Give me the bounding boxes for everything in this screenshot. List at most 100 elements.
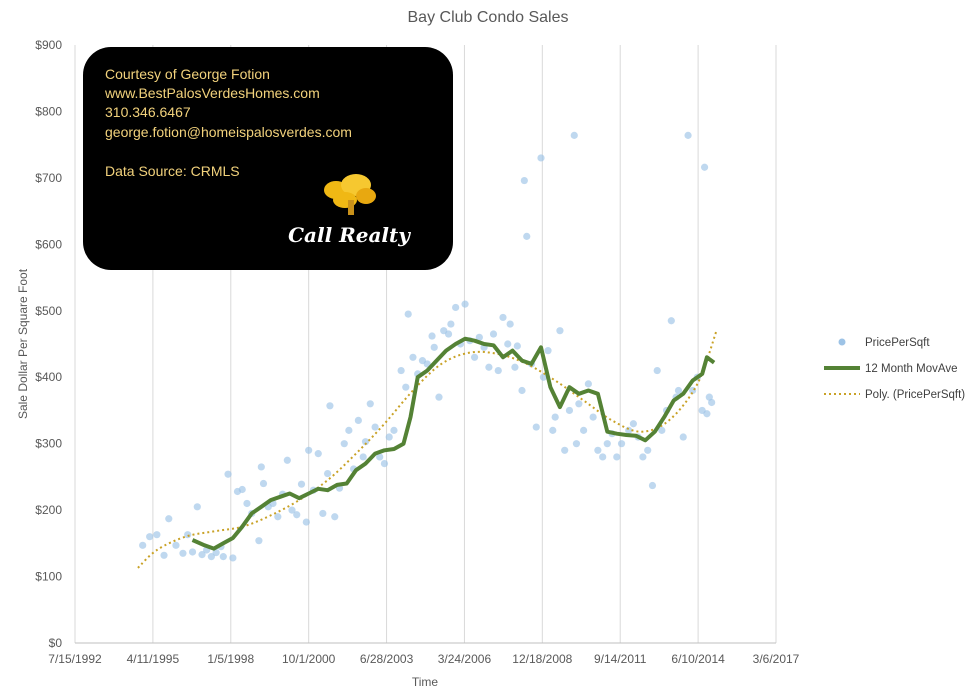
- scatter-point: [565, 406, 574, 415]
- scatter-point: [589, 413, 597, 421]
- scatter-point: [297, 480, 306, 488]
- x-axis-ticks: 7/15/1992 4/11/1995 1/5/1998 10/1/2000 6/28/…: [48, 652, 799, 666]
- scatter-point: [212, 549, 220, 557]
- info-card-line-3: 310.346.6467: [105, 104, 191, 120]
- scatter-point: [385, 433, 393, 441]
- scatter-point: [523, 232, 531, 240]
- scatter-point: [326, 402, 334, 410]
- x-tick-label: 3/24/2006: [438, 652, 492, 666]
- scatter-point: [172, 541, 180, 549]
- scatter-point: [165, 515, 173, 523]
- scatter-point: [511, 363, 519, 371]
- tree-icon: [324, 174, 376, 215]
- info-card-line-6: Data Source: CRMLS: [105, 163, 240, 179]
- scatter-point: [428, 332, 436, 340]
- scatter-point: [345, 426, 353, 434]
- scatter-point: [551, 413, 559, 421]
- scatter-point: [219, 553, 227, 561]
- info-card-line-4: george.fotion@homeispalosverdes.com: [105, 124, 352, 140]
- scatter-point: [179, 549, 187, 557]
- x-tick-label: 3/6/2017: [753, 652, 800, 666]
- scatter-point: [613, 453, 621, 461]
- y-tick-label: $700: [35, 171, 62, 185]
- scatter-point: [674, 386, 683, 395]
- scatter-point: [423, 360, 431, 368]
- legend-label-poly: Poly. (PricePerSqft): [865, 389, 965, 401]
- scatter-point: [274, 513, 282, 521]
- scatter-point: [679, 433, 687, 441]
- scatter-point: [444, 330, 453, 338]
- y-tick-label: $400: [35, 370, 62, 384]
- scatter-point: [257, 463, 265, 471]
- legend-label-movave: 12 Month MovAve: [865, 363, 957, 375]
- scatter-point: [376, 453, 384, 461]
- scatter-point: [380, 460, 389, 468]
- scatter-point: [354, 416, 362, 425]
- scatter-point: [603, 440, 611, 448]
- scatter-point: [139, 541, 147, 549]
- info-card-line-2: www.BestPalosVerdesHomes.com: [104, 85, 320, 101]
- scatter-point: [146, 533, 154, 541]
- scatter-point: [629, 420, 637, 428]
- scatter-point: [639, 453, 647, 461]
- scatter-point: [506, 320, 514, 328]
- scatter-point: [708, 398, 716, 407]
- scatter-point: [489, 330, 498, 338]
- scatter-point: [153, 531, 161, 539]
- scatter-point: [288, 506, 296, 514]
- y-tick-label: $800: [35, 104, 62, 118]
- scatter-point: [184, 531, 192, 539]
- scatter-point: [390, 426, 398, 434]
- info-card: Courtesy of George Fotion www.BestPalosV…: [83, 47, 453, 270]
- scatter-point: [359, 453, 367, 461]
- scatter-point: [575, 400, 583, 408]
- poly-trendline: [137, 330, 718, 569]
- scatter-point: [229, 554, 237, 562]
- y-tick-label: $200: [35, 503, 62, 517]
- scatter-point: [314, 450, 322, 458]
- legend-label-pricepersqft: PricePerSqft: [865, 337, 930, 349]
- scatter-point: [283, 456, 291, 464]
- scatter-point: [160, 551, 168, 559]
- scatter-point: [198, 551, 206, 559]
- y-tick-label: $0: [49, 636, 63, 650]
- x-tick-label: 6/10/2014: [671, 652, 725, 666]
- scatter-point: [323, 469, 332, 478]
- scatter-point: [539, 373, 548, 381]
- scatter-point: [409, 353, 417, 361]
- x-tick-label: 1/5/1998: [207, 652, 254, 666]
- scatter-point: [584, 380, 592, 388]
- x-tick-label: 4/11/1995: [127, 652, 180, 666]
- y-tick-label: $900: [35, 38, 62, 52]
- legend-marker-pricepersqft: [838, 338, 846, 346]
- scatter-point: [243, 499, 251, 508]
- scatter-point: [572, 440, 581, 448]
- scatter-point: [700, 163, 709, 171]
- scatter-point: [302, 518, 310, 526]
- scatter-point: [435, 393, 443, 401]
- x-tick-label: 6/28/2003: [360, 652, 414, 666]
- scatter-point: [238, 485, 246, 494]
- scatter-point: [684, 131, 692, 139]
- scatter-point: [371, 423, 379, 431]
- scatter-point: [293, 511, 301, 519]
- chart-title: Bay Club Condo Sales: [408, 9, 569, 26]
- x-axis-label: Time: [412, 675, 439, 689]
- scatter-point: [658, 426, 666, 434]
- moving-average-line: [191, 336, 716, 551]
- scatter-point: [617, 440, 626, 448]
- y-tick-label: $500: [35, 304, 62, 318]
- x-tick-label: 12/18/2008: [512, 652, 572, 666]
- scatter-point: [485, 363, 493, 371]
- scatter-point: [255, 537, 263, 545]
- scatter-series: [139, 131, 716, 562]
- scatter-point: [556, 327, 564, 335]
- scatter-point: [520, 176, 528, 185]
- scatter-point: [653, 366, 661, 375]
- x-tick-label: 10/1/2000: [282, 652, 336, 666]
- scatter-point: [494, 366, 502, 375]
- scatter-point: [305, 446, 313, 454]
- scatter-point: [594, 446, 602, 454]
- scatter-point: [188, 548, 197, 556]
